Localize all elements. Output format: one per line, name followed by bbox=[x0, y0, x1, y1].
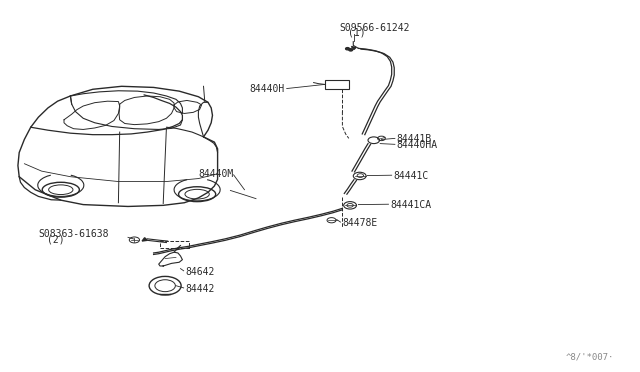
Text: (1): (1) bbox=[348, 28, 365, 38]
Circle shape bbox=[349, 49, 353, 51]
Bar bbox=[325, 80, 349, 89]
Text: 84478E: 84478E bbox=[342, 218, 378, 228]
Polygon shape bbox=[351, 46, 356, 49]
Text: 84642: 84642 bbox=[186, 267, 215, 277]
Text: S08363-61638: S08363-61638 bbox=[38, 230, 109, 239]
Text: 84442: 84442 bbox=[186, 285, 215, 294]
Text: 84441B: 84441B bbox=[397, 134, 432, 144]
Text: 84440M: 84440M bbox=[198, 169, 234, 179]
Text: 84441C: 84441C bbox=[394, 171, 429, 180]
Circle shape bbox=[346, 48, 349, 50]
Polygon shape bbox=[142, 238, 147, 241]
Text: S09566-61242: S09566-61242 bbox=[339, 23, 410, 32]
Text: 84440HA: 84440HA bbox=[397, 140, 438, 150]
Text: ^8/'*007·: ^8/'*007· bbox=[566, 353, 614, 362]
Text: 84440H: 84440H bbox=[250, 84, 285, 93]
Text: 84441CA: 84441CA bbox=[390, 200, 431, 209]
Text: (2): (2) bbox=[47, 235, 65, 244]
